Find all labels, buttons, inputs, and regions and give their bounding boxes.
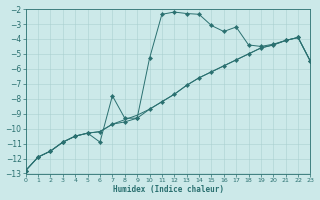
X-axis label: Humidex (Indice chaleur): Humidex (Indice chaleur) — [113, 185, 224, 194]
